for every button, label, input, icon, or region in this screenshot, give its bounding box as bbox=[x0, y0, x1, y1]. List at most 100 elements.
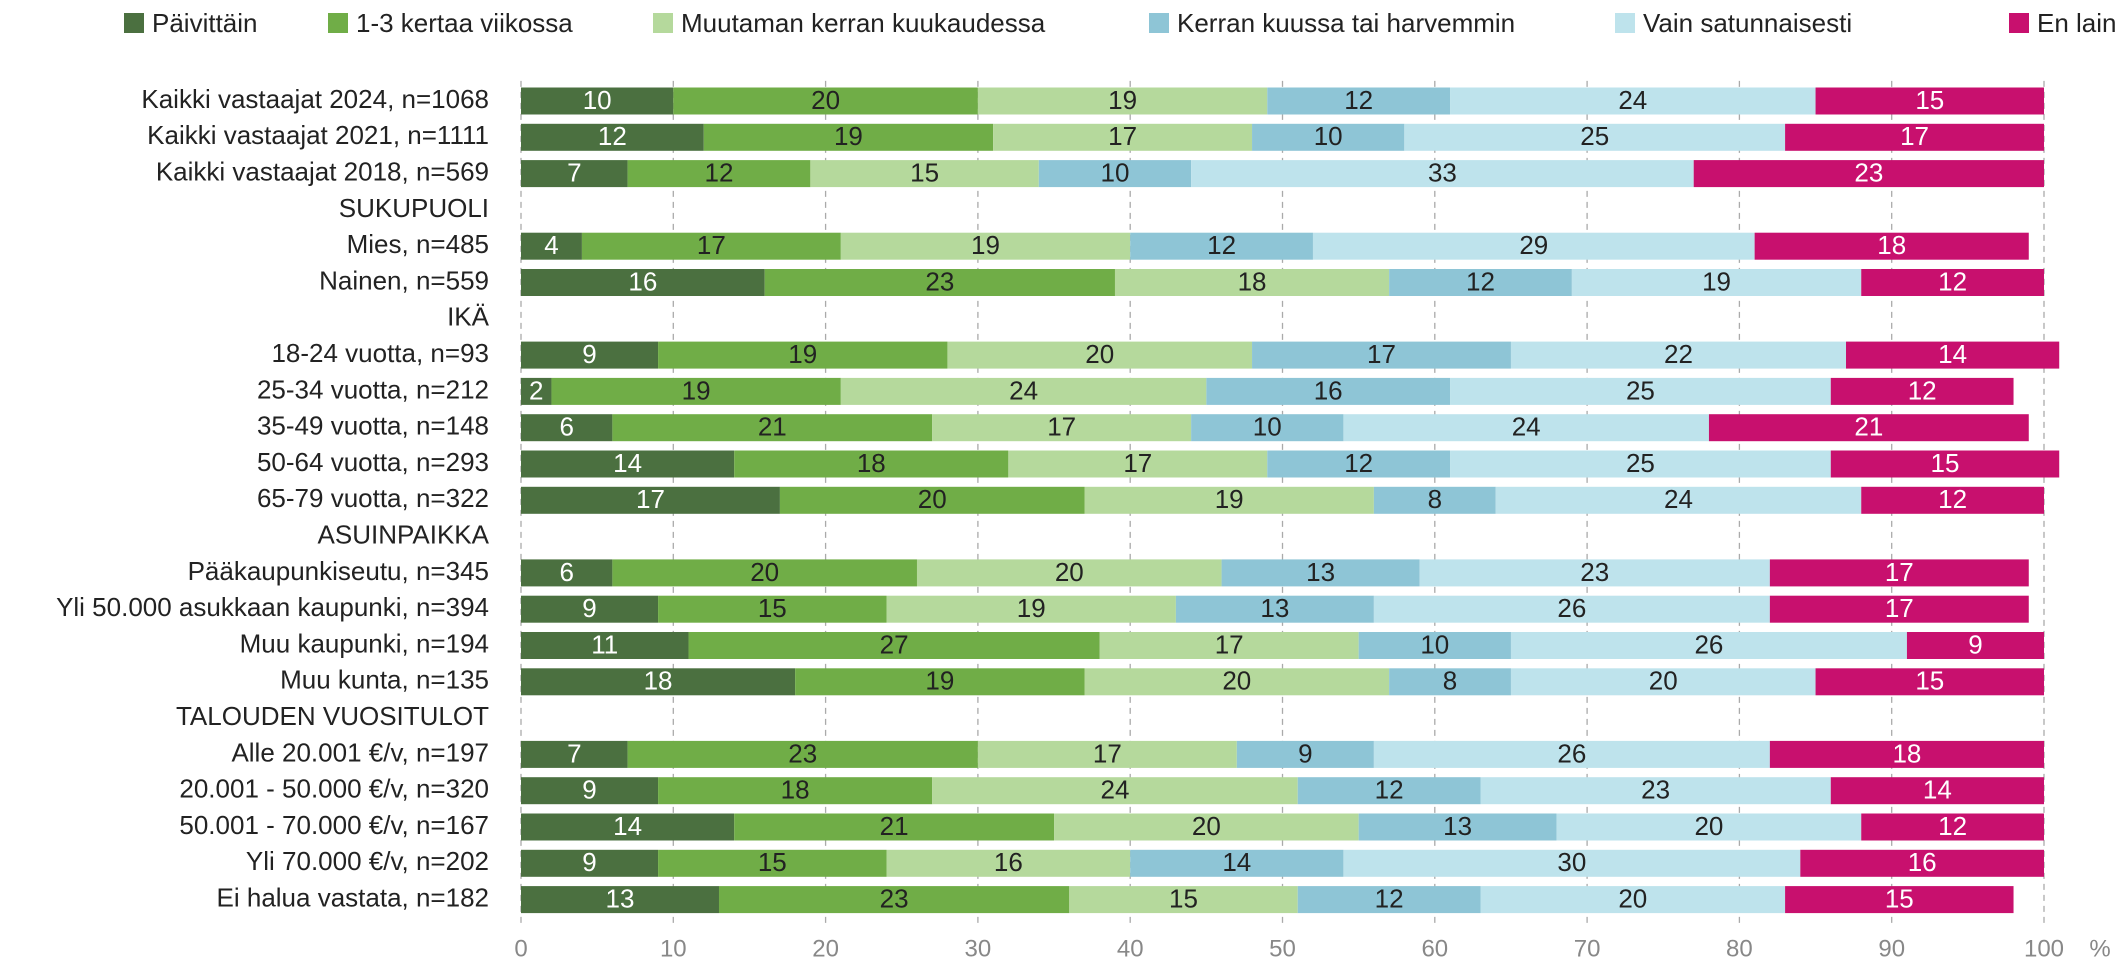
data-label: 23 bbox=[925, 266, 954, 296]
bar-segment bbox=[1769, 740, 2044, 768]
data-label: 14 bbox=[1923, 775, 1952, 805]
category-label: SUKUPUOLI bbox=[339, 193, 489, 223]
data-label: 21 bbox=[880, 811, 909, 841]
bar-segment bbox=[1510, 341, 1847, 369]
data-label: 19 bbox=[1017, 593, 1046, 623]
data-label: 22 bbox=[1664, 339, 1693, 369]
bar-segment bbox=[718, 886, 1070, 914]
data-label: 24 bbox=[1664, 484, 1693, 514]
x-tick-label: 10 bbox=[660, 935, 687, 960]
category-label: Pääkaupunkiseutu, n=345 bbox=[188, 556, 489, 586]
data-label: 23 bbox=[788, 738, 817, 768]
bar-segment bbox=[658, 849, 887, 877]
bar-segment bbox=[840, 377, 1207, 405]
data-label: 23 bbox=[1641, 775, 1670, 805]
bar-segment bbox=[1114, 269, 1390, 296]
data-label: 11 bbox=[591, 629, 618, 659]
data-label: 21 bbox=[1854, 412, 1883, 442]
bar-segment bbox=[1312, 232, 1755, 260]
bar-segment bbox=[658, 595, 887, 623]
bar-segment bbox=[1267, 87, 1451, 115]
bar-segment bbox=[795, 668, 1085, 696]
data-label: 2 bbox=[529, 375, 543, 405]
category-label: Kaikki vastaajat 2018, n=569 bbox=[156, 156, 489, 186]
bar-segment bbox=[1130, 232, 1313, 260]
data-label: 20 bbox=[1085, 339, 1114, 369]
bar-segment bbox=[521, 559, 613, 587]
data-label: 7 bbox=[567, 738, 581, 768]
bar-segment bbox=[1130, 849, 1344, 877]
bar-segment bbox=[521, 160, 628, 188]
category-label: Ei halua vastata, n=182 bbox=[217, 882, 489, 912]
bar-segment bbox=[734, 450, 1009, 478]
data-label: 20 bbox=[811, 85, 840, 115]
data-label: 27 bbox=[880, 629, 909, 659]
data-label: 4 bbox=[544, 230, 558, 260]
bar-segment bbox=[1480, 886, 1786, 914]
bar-segment bbox=[1450, 450, 1831, 478]
bar-segment bbox=[1450, 87, 1816, 115]
bar-segment bbox=[1252, 123, 1405, 151]
data-label: 26 bbox=[1557, 738, 1586, 768]
data-label: 12 bbox=[1908, 375, 1937, 405]
bar-segment bbox=[1206, 377, 1451, 405]
data-label: 17 bbox=[1215, 629, 1244, 659]
bar-segment bbox=[993, 123, 1253, 151]
legend-label: En lainkaan bbox=[2037, 8, 2118, 38]
data-label: 20 bbox=[918, 484, 947, 514]
data-label: 14 bbox=[1222, 847, 1251, 877]
data-label: 20 bbox=[1192, 811, 1221, 841]
bar-segment bbox=[1343, 414, 1709, 442]
bar-segment bbox=[521, 450, 735, 478]
bar-segment bbox=[551, 377, 841, 405]
data-label: 17 bbox=[1093, 738, 1122, 768]
data-label: 12 bbox=[1207, 230, 1236, 260]
data-label: 9 bbox=[582, 847, 596, 877]
x-tick-label: 80 bbox=[1726, 935, 1753, 960]
data-label: 23 bbox=[1580, 557, 1609, 587]
bar-segment bbox=[1861, 269, 2044, 296]
bar-segment bbox=[916, 559, 1222, 587]
data-label: 10 bbox=[1420, 629, 1449, 659]
bar-segment bbox=[1846, 341, 2060, 369]
data-label: 12 bbox=[598, 121, 627, 151]
bar-segment bbox=[1769, 595, 2029, 623]
bar-segment bbox=[1785, 886, 2014, 914]
legend-label: Muutaman kerran kuukaudessa bbox=[681, 8, 1046, 38]
data-label: 17 bbox=[636, 484, 665, 514]
data-label: 20 bbox=[1222, 666, 1251, 696]
bar-segment bbox=[612, 414, 933, 442]
bar-segment bbox=[1236, 740, 1374, 768]
data-label: 19 bbox=[834, 121, 863, 151]
bar-segment bbox=[521, 341, 659, 369]
bar-segment bbox=[521, 87, 674, 115]
category-label: Kaikki vastaajat 2021, n=1111 bbox=[147, 120, 489, 150]
data-label: 15 bbox=[1931, 448, 1960, 478]
bar-segment bbox=[521, 886, 719, 914]
bar-segment bbox=[1556, 813, 1862, 841]
bar-segment bbox=[1495, 486, 1862, 514]
data-label: 15 bbox=[758, 593, 787, 623]
bar-segment bbox=[521, 777, 659, 805]
category-label: 35-49 vuotta, n=148 bbox=[257, 411, 489, 441]
bar-segment bbox=[1510, 632, 1907, 659]
bar-segment bbox=[977, 740, 1237, 768]
data-label: 25 bbox=[1626, 448, 1655, 478]
legend-swatch bbox=[653, 13, 673, 33]
bar-segment bbox=[658, 777, 933, 805]
bar-segment bbox=[1389, 269, 1572, 296]
bar-segment bbox=[1084, 668, 1390, 696]
data-label: 17 bbox=[1123, 448, 1152, 478]
bar-segment bbox=[1754, 232, 2029, 260]
bar-segment bbox=[688, 632, 1100, 659]
x-tick-label: 40 bbox=[1117, 935, 1144, 960]
data-label: 17 bbox=[697, 230, 726, 260]
data-label: 24 bbox=[1009, 375, 1038, 405]
data-label: 17 bbox=[1885, 557, 1914, 587]
bar-segment bbox=[1693, 160, 2044, 188]
category-label: Mies, n=485 bbox=[347, 229, 489, 259]
bar-segment bbox=[1084, 486, 1374, 514]
bar-segment bbox=[1800, 849, 2044, 877]
bar-segment bbox=[658, 341, 948, 369]
